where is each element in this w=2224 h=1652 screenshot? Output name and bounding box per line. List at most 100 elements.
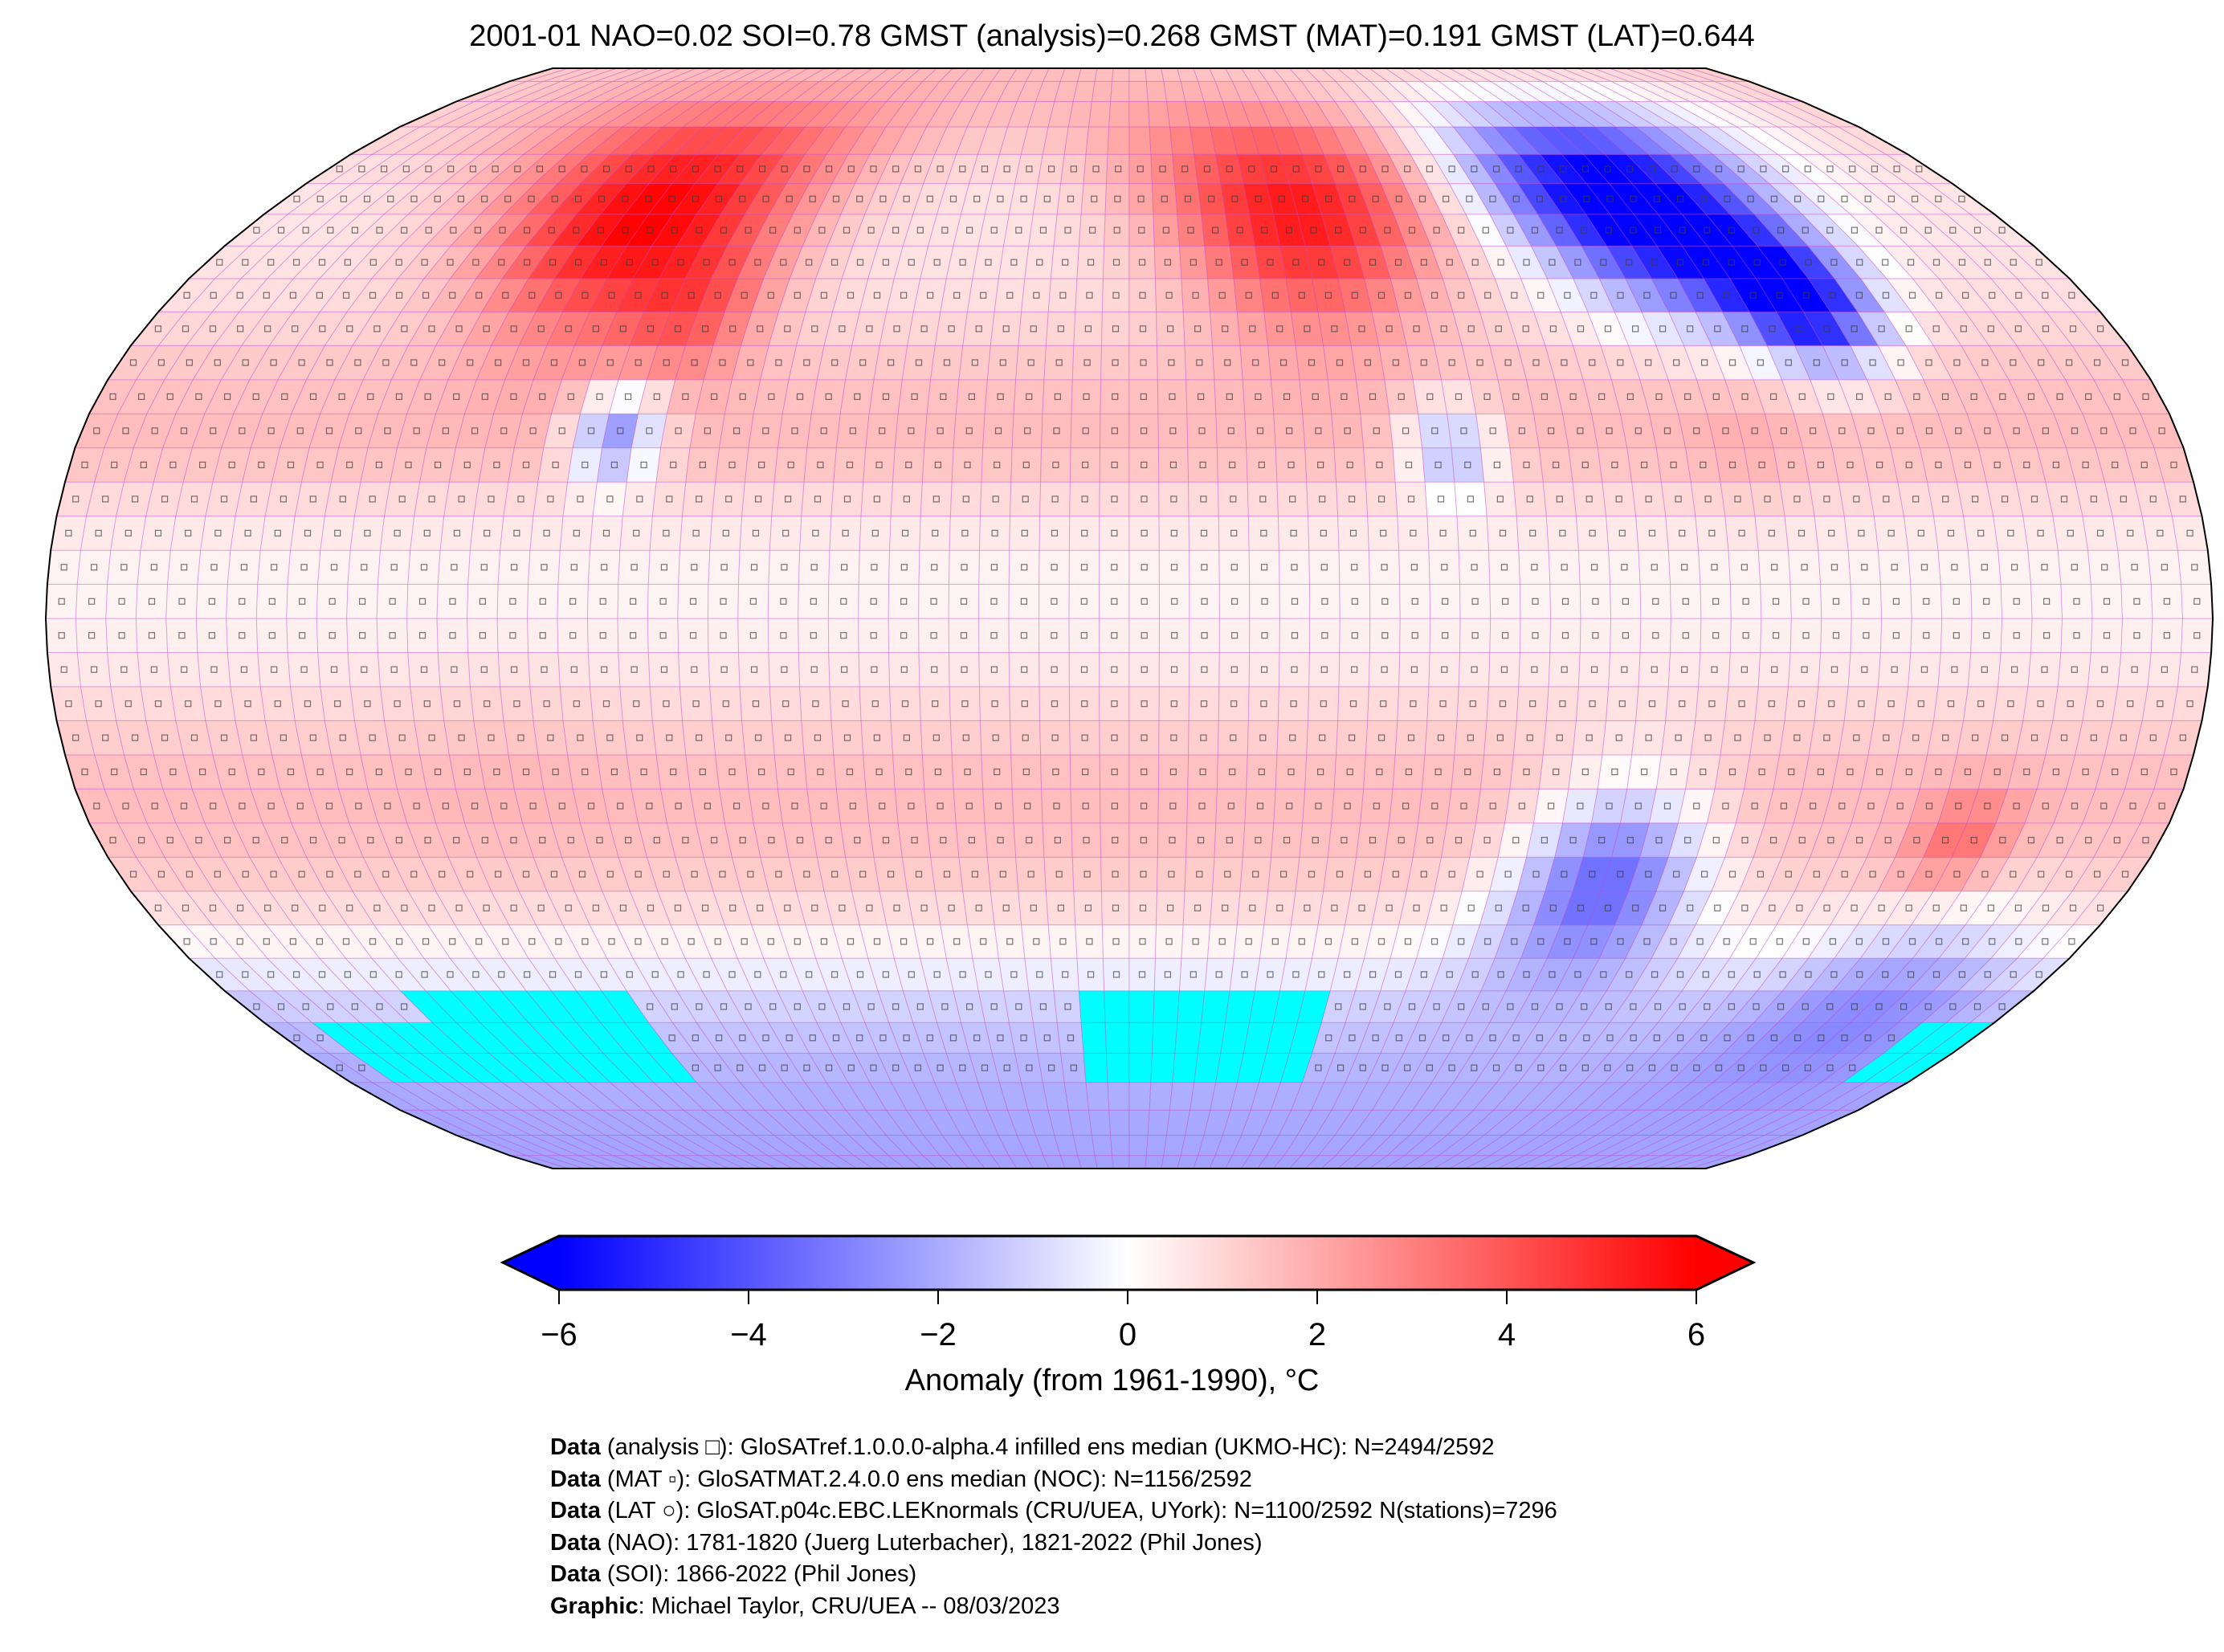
grid-cell — [414, 481, 451, 517]
grid-cell — [2082, 686, 2119, 721]
analysis-marker — [856, 1034, 863, 1042]
analysis-marker — [2131, 564, 2138, 571]
analysis-marker — [1856, 971, 1863, 978]
analysis-marker — [509, 632, 516, 639]
grid-cell — [651, 720, 687, 756]
analysis-marker — [578, 359, 586, 366]
grid-cell — [1011, 788, 1043, 824]
analysis-marker — [1549, 971, 1556, 978]
grid-cell — [930, 856, 964, 892]
analysis-marker — [537, 904, 545, 912]
analysis-marker — [1081, 700, 1088, 708]
analysis-marker — [451, 666, 458, 673]
grid-cell — [1338, 652, 1370, 687]
analysis-marker — [1230, 666, 1238, 673]
grid-cell — [737, 652, 770, 687]
grid-cell — [712, 481, 746, 517]
analysis-marker — [1941, 393, 1949, 400]
grid-cell — [1323, 345, 1357, 381]
grid-cell — [1068, 686, 1100, 721]
grid-cell — [1673, 68, 1732, 82]
analysis-marker — [1022, 768, 1030, 776]
analysis-marker — [814, 734, 822, 741]
grid-cell — [1272, 68, 1303, 82]
grid-cell — [226, 584, 259, 619]
analysis-marker — [1984, 259, 1991, 266]
grid-cell — [1075, 278, 1104, 312]
grid-cell — [1003, 990, 1034, 1023]
analysis-marker — [1949, 1003, 1957, 1010]
analysis-marker — [517, 734, 524, 741]
grid-cell — [1820, 584, 1852, 619]
analysis-marker — [1413, 904, 1420, 912]
analysis-marker — [1467, 904, 1475, 912]
analysis-marker — [1055, 359, 1063, 366]
grid-cell — [1459, 584, 1492, 619]
analysis-marker — [1962, 938, 1969, 945]
analysis-marker — [1648, 700, 1656, 708]
grid-cell — [1529, 68, 1577, 82]
analysis-marker — [239, 598, 246, 605]
analysis-marker — [2010, 971, 2017, 978]
analysis-marker — [1648, 165, 1655, 173]
analysis-marker — [453, 700, 461, 708]
analysis-marker — [1798, 836, 1806, 844]
grid-cell — [1013, 822, 1045, 858]
analysis-marker — [1887, 1034, 1895, 1042]
grid-cell — [377, 652, 411, 687]
analysis-marker — [1993, 461, 2001, 469]
analysis-marker — [1287, 768, 1295, 776]
analysis-marker — [1392, 359, 1399, 366]
grid-cell — [1013, 379, 1045, 414]
analysis-marker — [780, 971, 787, 978]
analysis-marker — [1111, 564, 1118, 571]
analysis-marker — [1942, 496, 1949, 503]
grid-cell — [920, 720, 953, 756]
grid-cell — [719, 413, 754, 449]
analysis-marker — [550, 871, 558, 878]
analysis-marker — [1742, 632, 1749, 639]
grid-cell — [918, 549, 950, 585]
grid-cell — [2087, 652, 2122, 687]
grid-cell — [1128, 584, 1161, 619]
analysis-marker — [1532, 359, 1540, 366]
analysis-marker — [1564, 292, 1571, 299]
analysis-marker — [1051, 598, 1058, 605]
grid-cell — [1549, 584, 1581, 619]
grid-cell — [2082, 516, 2119, 551]
analysis-marker — [626, 259, 633, 266]
analysis-marker — [1741, 836, 1749, 844]
analysis-marker — [1753, 259, 1761, 266]
grid-cell — [436, 618, 469, 653]
analysis-marker — [818, 1003, 826, 1010]
analysis-marker — [65, 529, 72, 536]
analysis-marker — [1083, 393, 1090, 400]
analysis-marker — [1226, 393, 1233, 400]
grid-cell — [651, 481, 687, 517]
grid-cell — [979, 720, 1012, 756]
analysis-marker — [1687, 325, 1694, 332]
grid-cell — [1575, 516, 1610, 551]
analysis-marker — [882, 393, 890, 400]
grid-cell — [1039, 652, 1070, 687]
grid-cell — [920, 481, 953, 517]
analysis-marker — [622, 226, 629, 234]
analysis-marker — [2163, 598, 2170, 605]
analysis-marker — [903, 1034, 910, 1042]
analysis-marker — [1577, 325, 1585, 332]
analysis-marker — [810, 564, 818, 571]
colorbar-tick-label: 4 — [1497, 1317, 1516, 1352]
analysis-marker — [263, 938, 270, 945]
grid-cell — [679, 686, 713, 721]
analysis-marker — [1410, 529, 1417, 536]
analysis-marker — [558, 165, 565, 173]
analysis-marker — [1741, 325, 1749, 332]
grid-cell — [347, 652, 382, 687]
analysis-marker — [1753, 226, 1760, 234]
analysis-marker — [1260, 666, 1268, 673]
grid-cell — [1189, 618, 1220, 653]
grid-cell — [860, 720, 894, 756]
analysis-marker — [1687, 904, 1694, 912]
anomaly-grid — [46, 68, 2213, 1169]
analysis-marker — [510, 666, 518, 673]
